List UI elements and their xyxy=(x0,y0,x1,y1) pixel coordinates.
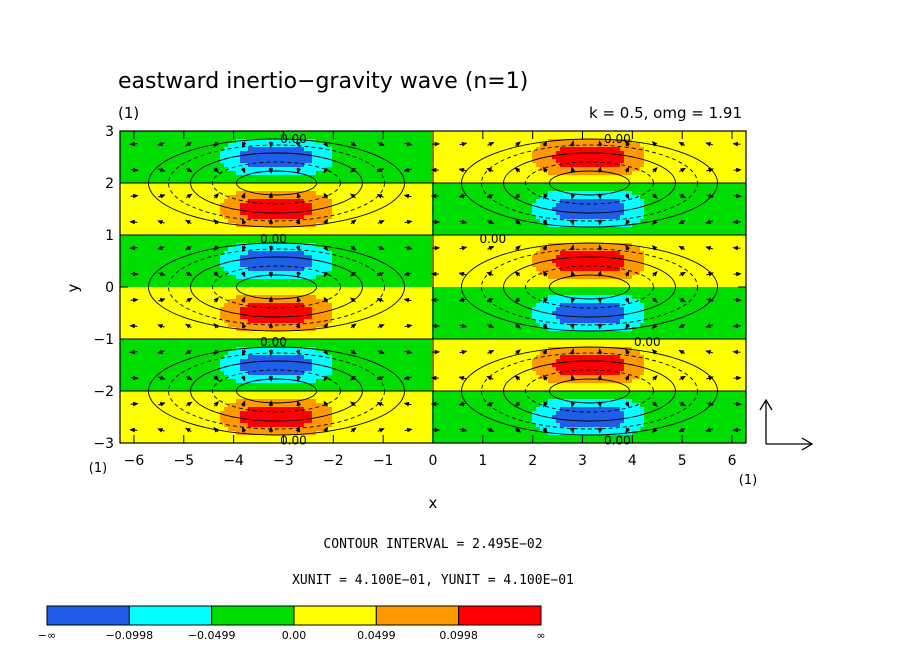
colorbar-swatch xyxy=(211,605,295,626)
velocity-vectors xyxy=(129,140,742,434)
axes: −6 −5 −4 −3 −2 −1 0 1 2 3 4 5 6 −3 −2 −1 0 1 2 3 xyxy=(93,124,747,469)
x-axis-label: x xyxy=(429,494,438,512)
colorbar-label: −0.0499 xyxy=(188,629,236,642)
x-tick-label: 4 xyxy=(628,453,637,469)
y-axis-label: y xyxy=(64,283,82,292)
subtitle-right: k = 0.5, omg = 1.91 xyxy=(589,104,742,122)
y-tick-label: −1 xyxy=(93,332,114,348)
colorbar-label: ∞ xyxy=(536,629,545,642)
contour-label: 0.00 xyxy=(260,335,287,349)
colorbar-swatch xyxy=(293,605,377,626)
x-unit-label: (1) xyxy=(739,473,757,488)
x-tick-label: 5 xyxy=(678,453,687,469)
x-tick-label: −1 xyxy=(373,453,394,469)
reference-vector xyxy=(759,398,814,451)
x-tick-label: 6 xyxy=(728,453,737,469)
colorbar-label: 0.0998 xyxy=(439,629,478,642)
contour-label: 0.00 xyxy=(604,132,631,146)
zero-contours xyxy=(120,131,746,443)
y-tick-label: 1 xyxy=(105,228,114,244)
contour-label: 0.00 xyxy=(479,232,506,246)
contour-label: 0.00 xyxy=(260,232,287,246)
colorbar-label: −0.0998 xyxy=(105,629,153,642)
x-tick-label: −5 xyxy=(173,453,194,469)
plot-area: 0.00 0.00 0.00 0.00 0.00 0.00 0.00 0.00 xyxy=(120,131,747,447)
contour-label: 0.00 xyxy=(604,433,631,447)
y-tick-label: 0 xyxy=(105,280,114,296)
colorbar-label: 0.00 xyxy=(282,629,307,642)
y-tick-label: 3 xyxy=(105,124,114,140)
colorbar-label: 0.0499 xyxy=(357,629,396,642)
subtitle-left: (1) xyxy=(118,104,139,122)
colorbar: −∞ −0.0998 −0.0499 0.00 0.0499 0.0998 ∞ xyxy=(38,605,546,642)
y-tick-label: −2 xyxy=(93,384,114,400)
x-tick-label: −6 xyxy=(124,453,145,469)
contour-labels: 0.00 0.00 0.00 0.00 0.00 0.00 0.00 0.00 xyxy=(260,132,661,448)
colorbar-swatch xyxy=(128,605,213,626)
unit-info: XUNIT = 4.100E−01, YUNIT = 4.100E−01 xyxy=(292,573,574,588)
colorbar-swatch xyxy=(458,605,542,626)
contour-label: 0.00 xyxy=(634,335,661,349)
contour-interval: CONTOUR INTERVAL = 2.495E−02 xyxy=(323,537,542,552)
colorbar-swatch xyxy=(46,605,130,626)
y-tick-label: 2 xyxy=(105,176,114,192)
y-tick-label: −3 xyxy=(93,436,114,452)
x-tick-label: −4 xyxy=(223,453,244,469)
colorbar-label: −∞ xyxy=(38,629,56,642)
x-tick-label: −3 xyxy=(273,453,294,469)
contour-label: 0.00 xyxy=(280,132,307,146)
chart-title: eastward inertio−gravity wave (n=1) xyxy=(118,69,528,94)
y-unit-label: (1) xyxy=(89,461,107,476)
x-tick-label: 0 xyxy=(429,453,438,469)
contour-lines xyxy=(148,138,718,436)
x-tick-label: 1 xyxy=(478,453,487,469)
x-tick-label: 2 xyxy=(528,453,537,469)
x-tick-label: 3 xyxy=(578,453,587,469)
colorbar-swatch xyxy=(375,605,460,626)
contour-label: 0.00 xyxy=(280,433,307,447)
x-tick-label: −2 xyxy=(323,453,344,469)
